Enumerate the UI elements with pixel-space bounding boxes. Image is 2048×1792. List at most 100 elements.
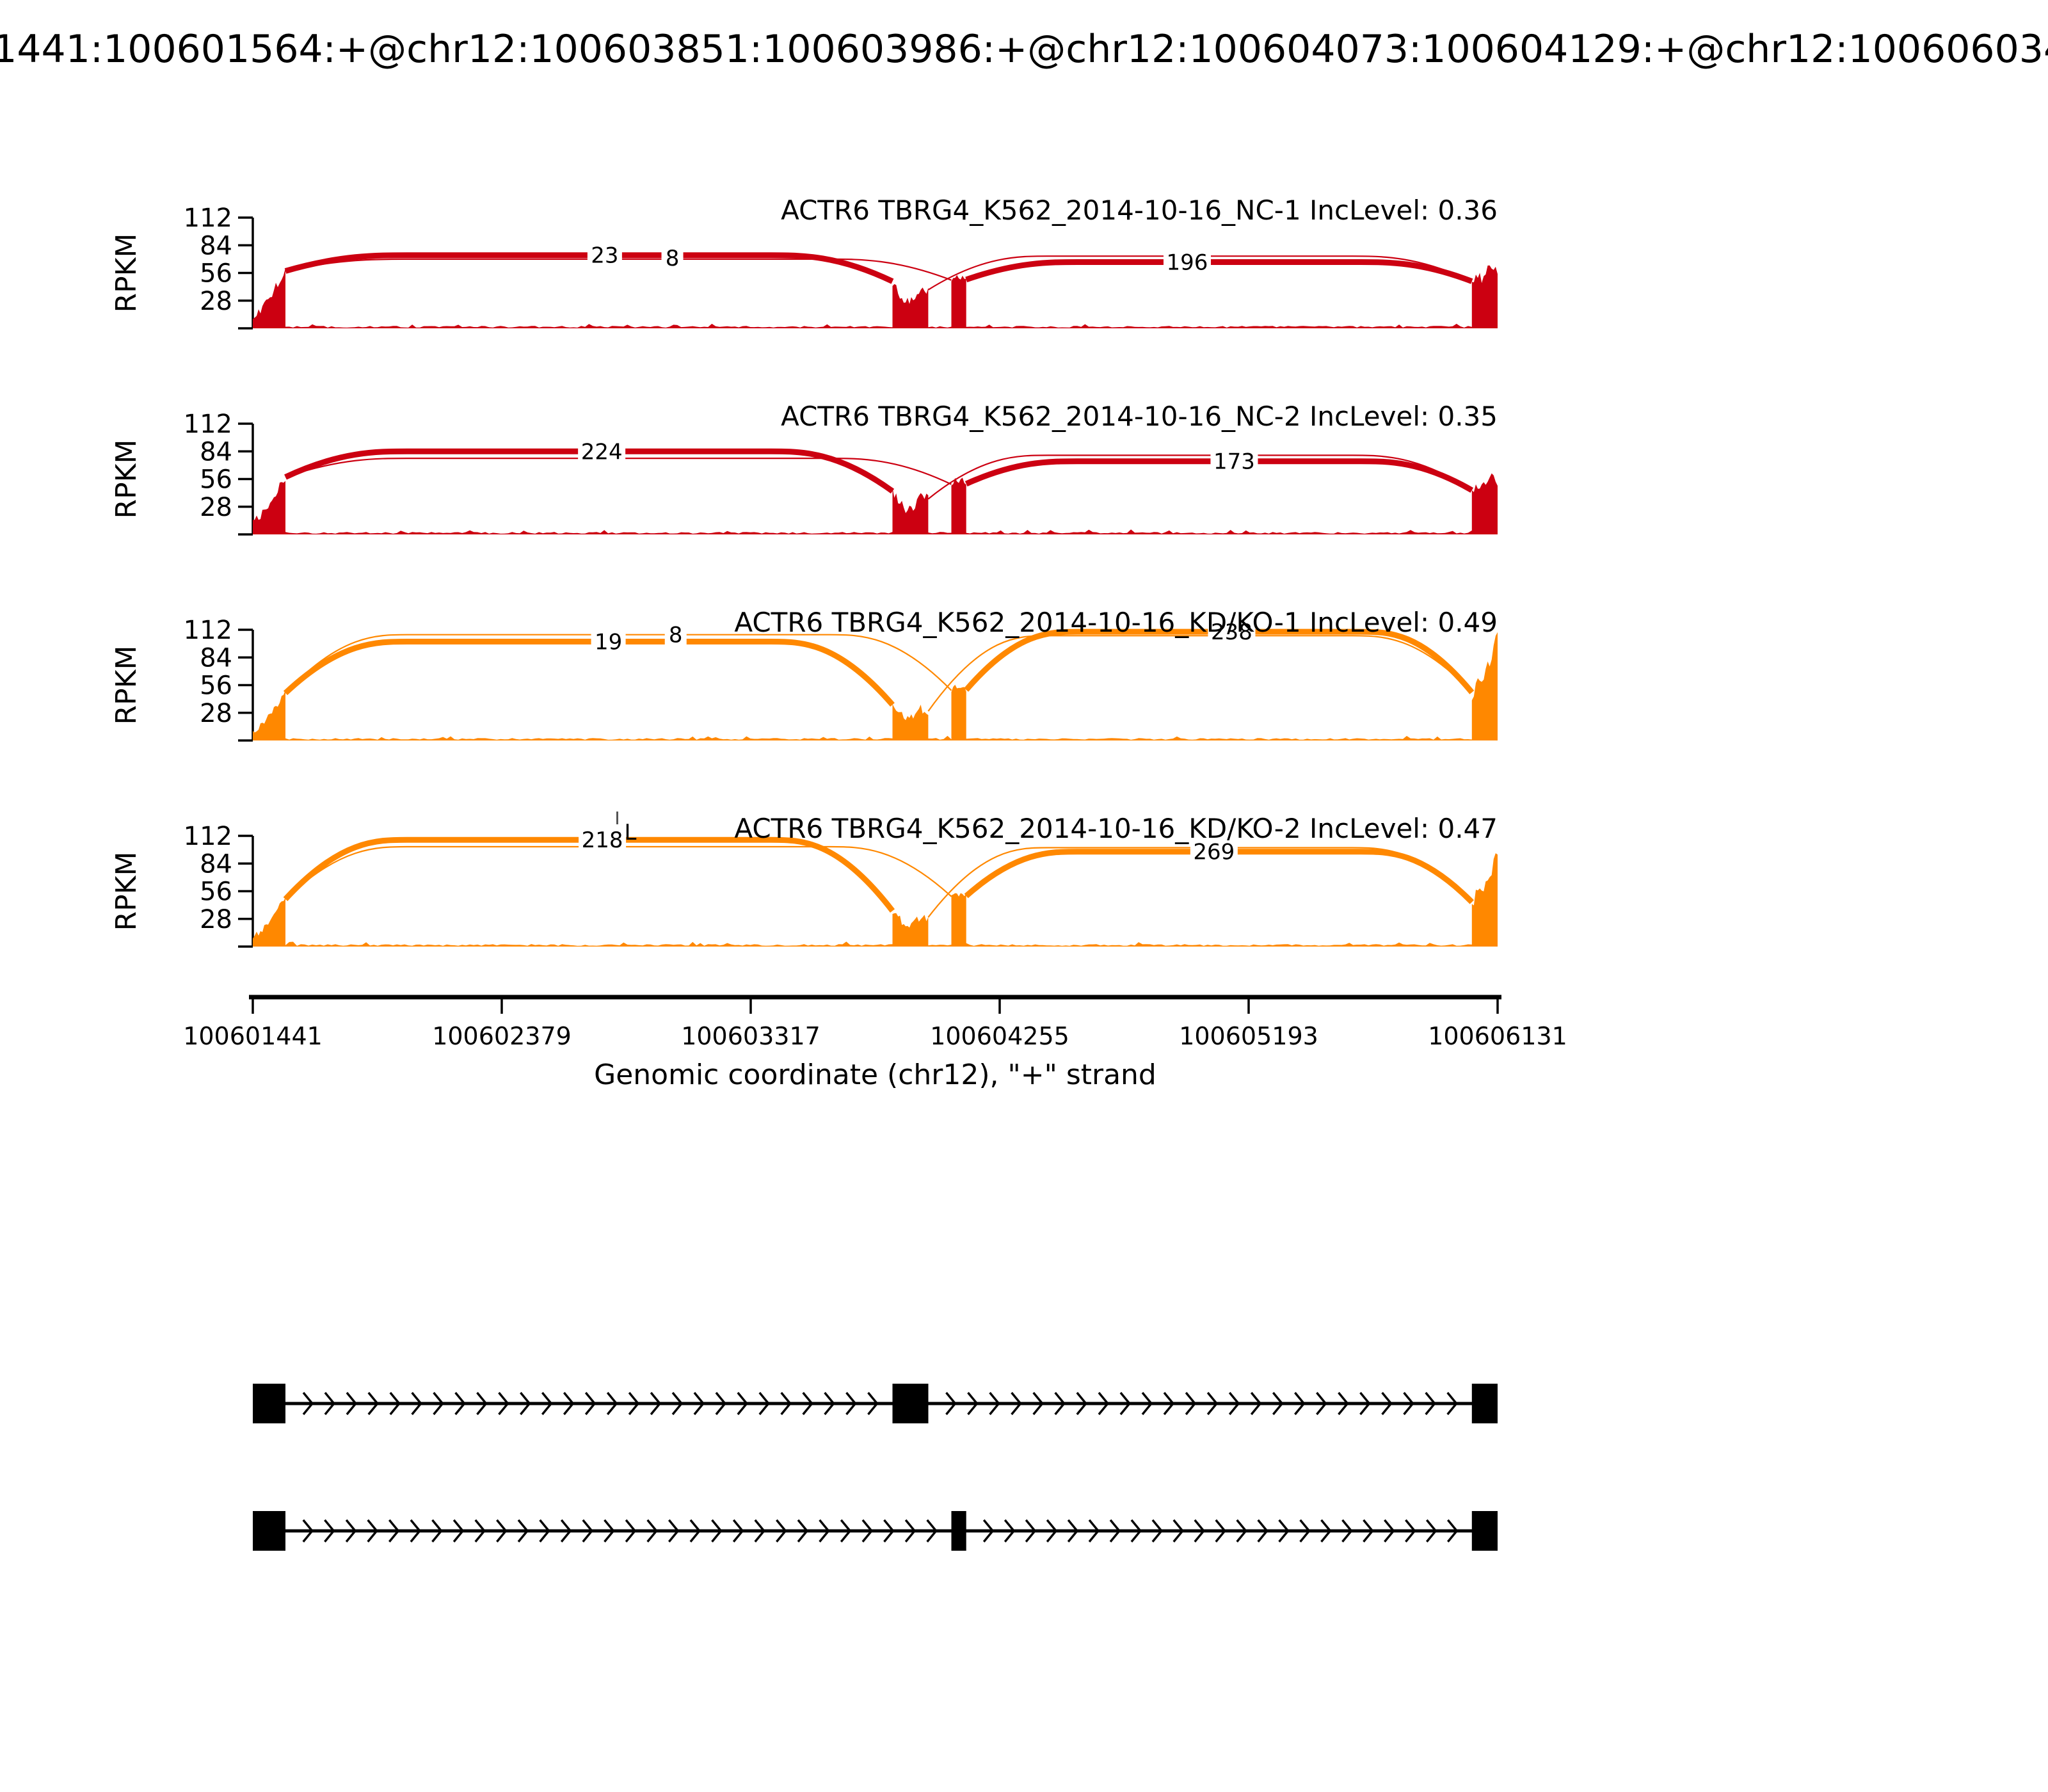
intron-arrow xyxy=(410,1519,422,1543)
intron-arrow xyxy=(1257,1519,1268,1543)
intron-arrow xyxy=(498,1391,509,1416)
y-tick-label: 28 xyxy=(200,493,232,522)
intron-arrow xyxy=(302,1391,314,1416)
junction-count-bg xyxy=(1210,447,1258,475)
exon-box xyxy=(253,1511,285,1551)
intron-arrow xyxy=(989,1391,1000,1416)
track-title: ACTR6 TBRG4_K562_2014-10-16_KD/KO-1 IncL… xyxy=(734,607,1498,638)
intron-arrow xyxy=(474,1519,486,1543)
intron-arrow xyxy=(346,1391,358,1416)
intron-arrow xyxy=(819,1519,830,1543)
intron-arrow xyxy=(840,1519,852,1543)
junction-count: 196 xyxy=(1167,250,1208,276)
junction-arc xyxy=(927,255,1473,291)
intron-arrow xyxy=(604,1519,615,1543)
label-artifact: L xyxy=(625,820,637,845)
intron-arrow xyxy=(1067,1519,1079,1543)
intron-arrow xyxy=(1250,1391,1262,1416)
y-tick-label: 112 xyxy=(184,204,232,233)
intron-arrow xyxy=(1185,1391,1197,1416)
intron-arrow xyxy=(780,1391,792,1416)
label-artifact-tick xyxy=(616,812,618,824)
junction-count-bg xyxy=(591,628,626,655)
x-tick-label: 100605193 xyxy=(1179,1022,1318,1050)
y-tick-label: 84 xyxy=(200,437,232,467)
junction-arc xyxy=(283,639,895,707)
intron-arrow xyxy=(715,1391,727,1416)
intron-arrow xyxy=(1294,1391,1306,1416)
exon-box xyxy=(892,1384,929,1423)
track-title: ACTR6 TBRG4_K562_2014-10-16_NC-2 IncLeve… xyxy=(781,401,1498,432)
y-tick-label: 28 xyxy=(200,287,232,316)
intron-arrow xyxy=(431,1519,443,1543)
x-tick-label: 100603317 xyxy=(681,1022,820,1050)
junction-count-bg xyxy=(664,621,687,648)
intron-arrow xyxy=(1004,1519,1016,1543)
intron-arrow xyxy=(1338,1391,1349,1416)
intron-arrow xyxy=(1206,1391,1219,1416)
x-tick-label: 100606131 xyxy=(1428,1022,1567,1050)
x-tick-label: 100601441 xyxy=(183,1022,323,1050)
y-tick-label: 56 xyxy=(200,259,232,289)
intron-arrow xyxy=(517,1519,529,1543)
track-title: ACTR6 TBRG4_K562_2014-10-16_KD/KO-2 IncL… xyxy=(734,813,1498,844)
junction-count: 218 xyxy=(582,828,623,853)
intron-arrow xyxy=(1341,1519,1353,1543)
intron-arrow xyxy=(345,1519,357,1543)
junction-count: 173 xyxy=(1213,449,1255,475)
coverage-area xyxy=(253,853,1498,947)
intron-arrow xyxy=(1384,1519,1395,1543)
intron-arrow xyxy=(411,1391,422,1416)
x-tick-label: 100602379 xyxy=(432,1022,572,1050)
intron-arrow xyxy=(693,1391,705,1416)
intron-arrow xyxy=(520,1391,531,1416)
intron-arrow xyxy=(1299,1519,1311,1543)
y-tick-label: 112 xyxy=(184,616,232,645)
intron-arrow xyxy=(1359,1391,1371,1416)
junction-count: 23 xyxy=(591,243,618,269)
intron-arrow xyxy=(797,1519,809,1543)
intron-arrow xyxy=(1381,1391,1393,1416)
junction-count-bg xyxy=(579,826,627,854)
intron-arrow xyxy=(1076,1391,1088,1416)
intron-arrow xyxy=(1272,1391,1284,1416)
junction-count: 8 xyxy=(669,623,683,648)
y-tick-label: 56 xyxy=(200,877,232,907)
exon-box xyxy=(253,1384,285,1423)
intron-arrow xyxy=(926,1519,938,1543)
intron-arrow xyxy=(776,1519,787,1543)
intron-arrow xyxy=(1278,1519,1290,1543)
y-tick-label: 84 xyxy=(200,231,232,260)
junction-arc xyxy=(965,259,1473,284)
intron-arrow xyxy=(563,1391,575,1416)
junction-count: 269 xyxy=(1193,840,1235,865)
junction-count-bg xyxy=(661,244,684,271)
intron-arrow xyxy=(824,1391,835,1416)
junction-count-bg xyxy=(1163,248,1211,276)
junction-arc xyxy=(284,252,894,284)
intron-arrow xyxy=(1446,1391,1458,1416)
intron-arrow xyxy=(496,1519,508,1543)
intron-arrow xyxy=(650,1391,662,1416)
intron-arrow xyxy=(1011,1391,1022,1416)
y-axis-label: RPKM xyxy=(110,440,143,519)
junction-count-bg xyxy=(1208,618,1256,646)
junction-count: 238 xyxy=(1211,620,1252,645)
junction-arc xyxy=(285,258,952,281)
intron-arrow xyxy=(1054,1391,1066,1416)
intron-arrow xyxy=(668,1519,680,1543)
y-tick-label: 84 xyxy=(200,849,232,879)
intron-arrow xyxy=(1098,1391,1110,1416)
junction-count: 224 xyxy=(581,439,623,465)
intron-arrow xyxy=(904,1519,916,1543)
junction-count-bg xyxy=(587,241,622,269)
intron-arrow xyxy=(1025,1519,1037,1543)
intron-arrow xyxy=(754,1519,766,1543)
intron-arrow xyxy=(867,1391,879,1416)
intron-arrow xyxy=(1215,1519,1227,1543)
y-axis-label: RPKM xyxy=(110,852,143,931)
